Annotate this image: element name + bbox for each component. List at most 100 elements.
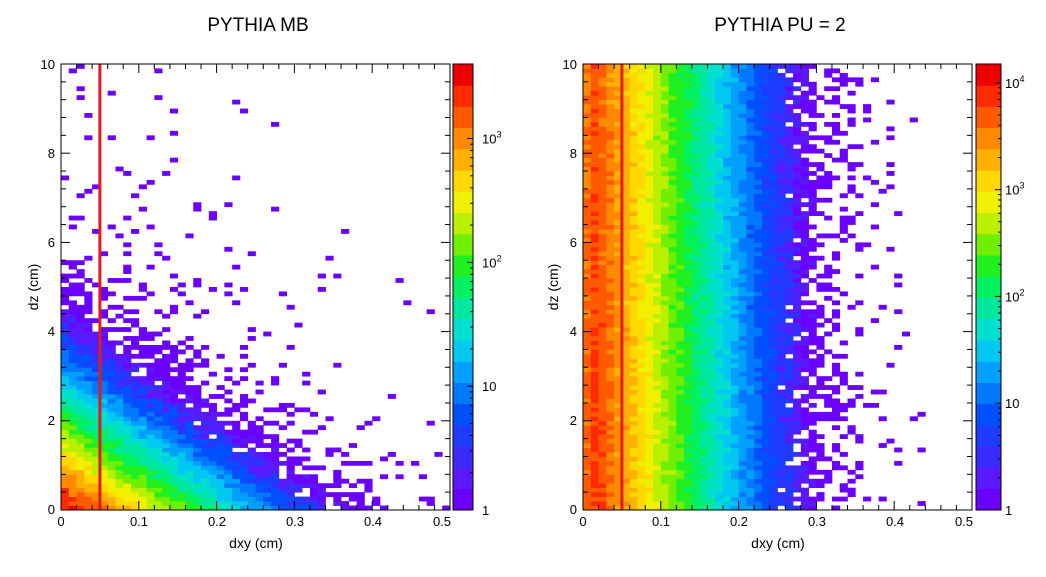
heatmap-bin bbox=[699, 77, 708, 83]
heatmap-bin bbox=[769, 269, 778, 274]
heatmap-bin bbox=[68, 313, 77, 319]
heatmap-bin bbox=[606, 130, 615, 136]
heatmap-bin bbox=[590, 166, 599, 172]
heatmap-bin bbox=[590, 336, 599, 341]
heatmap-bin bbox=[76, 309, 85, 315]
heatmap-bin bbox=[699, 331, 708, 337]
heatmap-bin bbox=[224, 376, 233, 382]
heatmap-bin bbox=[730, 474, 739, 480]
heatmap-bin bbox=[76, 287, 85, 292]
heatmap-bin bbox=[691, 394, 701, 399]
heatmap-bin bbox=[723, 313, 732, 319]
heatmap-bin bbox=[208, 478, 217, 484]
heatmap-bin bbox=[255, 496, 264, 502]
heatmap-bin bbox=[598, 340, 607, 346]
heatmap-bin bbox=[684, 104, 693, 109]
heatmap-bin bbox=[777, 434, 786, 439]
heatmap-bin bbox=[193, 425, 202, 431]
heatmap-bin bbox=[590, 447, 599, 453]
heatmap-bin bbox=[660, 425, 669, 431]
colorbar-tick-label: 1 bbox=[1005, 503, 1012, 518]
heatmap-bin bbox=[598, 117, 607, 123]
heatmap-bin bbox=[146, 389, 155, 395]
heatmap-bin bbox=[76, 327, 85, 332]
heatmap-bin bbox=[154, 420, 163, 426]
heatmap-bin bbox=[653, 407, 662, 413]
heatmap-bin bbox=[637, 175, 646, 181]
heatmap-bin bbox=[723, 251, 732, 257]
heatmap-bin bbox=[606, 264, 615, 270]
heatmap-bin bbox=[668, 242, 677, 248]
heatmap-bin bbox=[76, 362, 85, 368]
colorbar-segment bbox=[453, 106, 473, 129]
heatmap-bin bbox=[684, 68, 693, 74]
heatmap-bin bbox=[614, 246, 623, 252]
heatmap-bin bbox=[668, 251, 677, 257]
heatmap-bin bbox=[208, 443, 217, 448]
heatmap-bin bbox=[761, 229, 771, 234]
heatmap-bin bbox=[169, 505, 179, 511]
heatmap-bin bbox=[816, 456, 825, 462]
heatmap-bin bbox=[606, 327, 615, 332]
heatmap-bin bbox=[676, 144, 685, 150]
heatmap-bin bbox=[730, 438, 739, 444]
heatmap-bin bbox=[583, 336, 592, 341]
heatmap-bin bbox=[123, 242, 132, 248]
heatmap-bin bbox=[715, 237, 724, 243]
heatmap-bin bbox=[730, 411, 739, 417]
heatmap-bin bbox=[761, 505, 771, 511]
heatmap-bin bbox=[68, 282, 77, 288]
heatmap-bin bbox=[325, 483, 334, 489]
heatmap-bin bbox=[590, 389, 599, 395]
heatmap-bin bbox=[808, 456, 817, 462]
heatmap-bin bbox=[193, 505, 202, 511]
heatmap-bin bbox=[800, 162, 809, 167]
heatmap-bin bbox=[808, 237, 817, 243]
heatmap-bin bbox=[730, 483, 739, 489]
heatmap-bin bbox=[84, 389, 93, 395]
heatmap-bin bbox=[146, 460, 155, 466]
heatmap-bin bbox=[115, 420, 124, 426]
heatmap-bin bbox=[738, 394, 747, 399]
heatmap-bin bbox=[676, 304, 685, 310]
heatmap-bin bbox=[606, 237, 615, 243]
heatmap-bin bbox=[637, 269, 646, 274]
heatmap-bin bbox=[691, 135, 701, 141]
heatmap-bin bbox=[863, 108, 872, 114]
heatmap-bin bbox=[255, 438, 264, 444]
heatmap-bin bbox=[333, 483, 342, 489]
heatmap-bin bbox=[239, 465, 249, 471]
heatmap-bin bbox=[761, 242, 771, 248]
heatmap-bin bbox=[115, 358, 124, 364]
heatmap-bin bbox=[777, 282, 786, 288]
heatmap-bin bbox=[785, 104, 794, 109]
heatmap-bin bbox=[738, 478, 747, 484]
heatmap-bin bbox=[598, 246, 607, 252]
heatmap-bin bbox=[808, 171, 817, 176]
heatmap-bin bbox=[754, 77, 763, 83]
heatmap-bin bbox=[606, 269, 615, 274]
heatmap-bin bbox=[831, 398, 841, 404]
heatmap-bin bbox=[614, 224, 623, 230]
heatmap-bin bbox=[68, 460, 77, 466]
heatmap-bin bbox=[629, 229, 638, 234]
heatmap-bin bbox=[738, 166, 747, 172]
heatmap-bin bbox=[201, 420, 210, 426]
heatmap-bin bbox=[645, 278, 654, 283]
heatmap-bin bbox=[746, 460, 755, 466]
heatmap-bin bbox=[286, 501, 295, 506]
heatmap-bin bbox=[723, 269, 732, 274]
heatmap-bin bbox=[676, 273, 685, 279]
heatmap-bin bbox=[808, 206, 817, 212]
heatmap-bin bbox=[676, 452, 685, 457]
heatmap-bin bbox=[808, 246, 817, 252]
y-tick-label: 0 bbox=[570, 502, 577, 517]
heatmap-bin bbox=[800, 139, 809, 145]
heatmap-bin bbox=[785, 300, 794, 306]
heatmap-bin bbox=[800, 264, 809, 270]
heatmap-bin bbox=[614, 72, 623, 78]
heatmap-bin bbox=[629, 358, 638, 364]
heatmap-bin bbox=[614, 121, 623, 127]
heatmap-bin bbox=[653, 104, 662, 109]
heatmap-bin bbox=[138, 402, 147, 408]
